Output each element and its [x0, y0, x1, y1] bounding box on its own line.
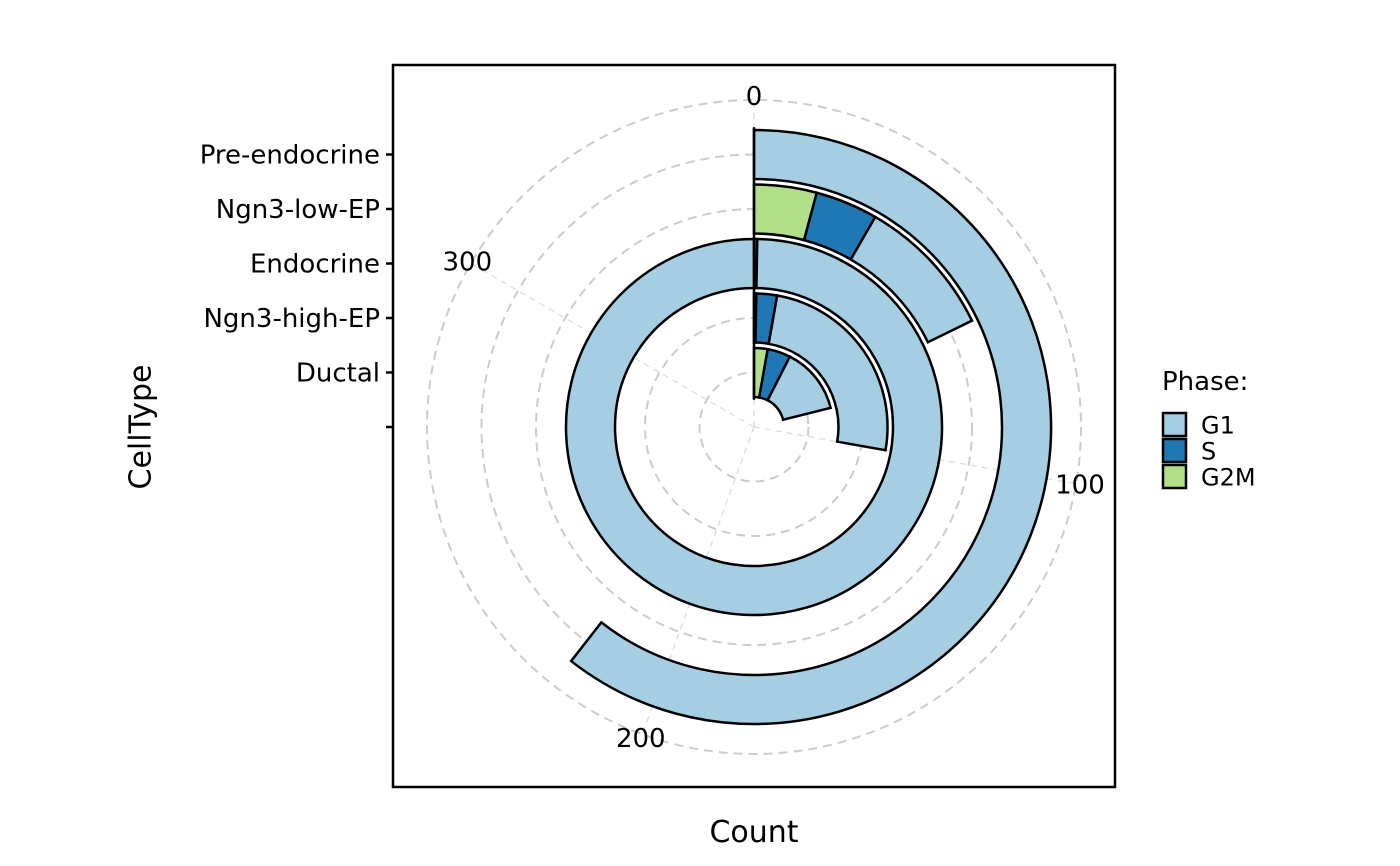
bar-ngn3-high-ep-g1: [767, 294, 889, 452]
y-axis-title: CellType: [124, 365, 159, 490]
angular-tick-label: 300: [443, 248, 493, 278]
bars: [564, 128, 1053, 726]
legend-title: Phase:: [1162, 367, 1248, 397]
legend-label: S: [1201, 437, 1216, 465]
legend-label: G2M: [1201, 463, 1256, 491]
legend-label: G1: [1201, 411, 1235, 439]
x-axis-title: Count: [709, 815, 798, 850]
y-tick-label: Ngn3-high-EP: [203, 304, 380, 334]
grid-ring: [426, 99, 1082, 755]
angular-tick-label: 100: [1055, 471, 1105, 501]
legend-swatch: [1161, 437, 1188, 464]
bar-ductal-g1: [765, 354, 833, 422]
angular-tick-label: 200: [616, 724, 666, 754]
y-tick-label: Ngn3-low-EP: [216, 195, 380, 225]
bar-endocrine-g1: [564, 237, 944, 617]
legend-swatch: [1161, 411, 1188, 438]
y-axis: Ductal Ngn3-high-EP Endocrine Ngn3-low-EP Pr…: [200, 141, 393, 429]
legend-swatch: [1161, 463, 1188, 490]
angular-tick-label: 0: [746, 82, 763, 112]
y-tick-label: Pre-endocrine: [200, 141, 380, 171]
bar-pre-endocrine-g1: [569, 128, 1053, 726]
y-tick-label: Ductal: [296, 359, 380, 389]
bar-ngn3-low-ep-g1: [849, 215, 974, 344]
angular-tick-labels: 0 100 200 300: [443, 82, 1105, 754]
y-tick-label: Endocrine: [250, 250, 380, 280]
